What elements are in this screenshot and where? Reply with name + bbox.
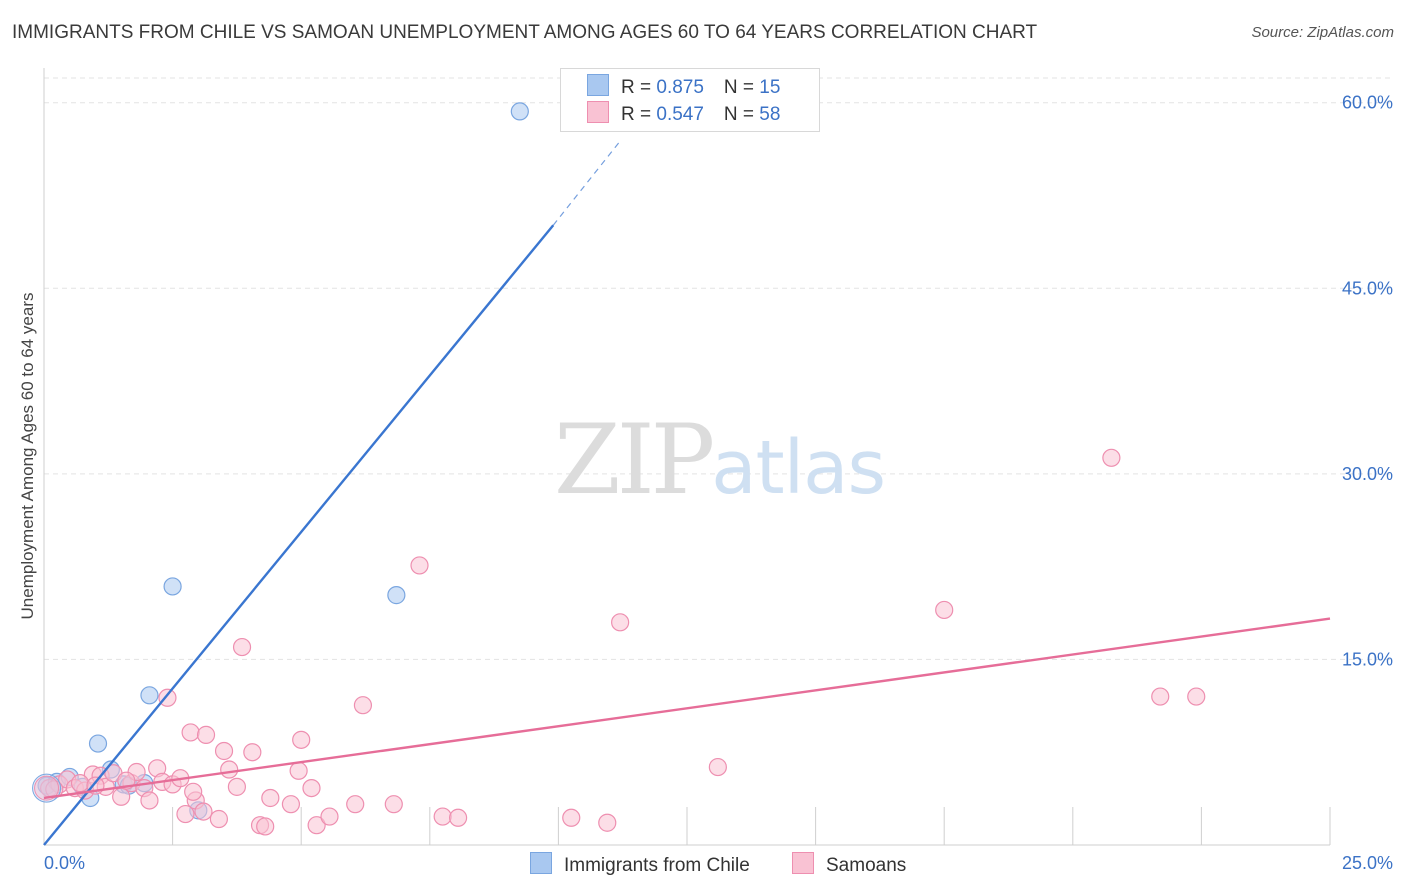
data-point-samoans: [214, 741, 234, 761]
legend-n-value-chile: 15: [759, 77, 781, 98]
y-tick-label: 30.0%: [1342, 464, 1393, 484]
x-tick-label-max: 25.0%: [1342, 853, 1393, 873]
data-point-chile: [140, 686, 159, 705]
data-point-samoans: [320, 807, 339, 826]
data-point-samoans: [353, 696, 373, 715]
legend-row-chile: R = 0.875 N = 15: [587, 74, 780, 100]
x-tick-label-min: 0.0%: [44, 853, 85, 873]
data-point-samoans: [292, 730, 311, 749]
data-point-samoans: [346, 795, 365, 814]
data-point-samoans: [598, 813, 617, 832]
bottom-legend-swatch-samoans: [792, 852, 814, 874]
data-point-chile: [163, 577, 182, 596]
bottom-legend-samoans: Samoans: [792, 852, 906, 877]
data-point-chile-cluster: [32, 773, 62, 803]
data-point-samoans: [384, 795, 403, 814]
data-point-samoans: [256, 817, 275, 836]
data-point-samoans: [1187, 687, 1206, 706]
legend-r-value-chile: 0.875: [656, 77, 704, 98]
data-point-chile: [387, 586, 406, 605]
data-point-samoans: [184, 782, 203, 801]
legend-n-value-samoans: 58: [759, 104, 781, 125]
data-point-chile: [88, 734, 108, 753]
data-point-samoans: [708, 757, 727, 777]
chart-title: IMMIGRANTS FROM CHILE VS SAMOAN UNEMPLOY…: [12, 22, 1038, 43]
y-tick-label: 15.0%: [1342, 649, 1393, 669]
data-point-samoans: [140, 791, 159, 810]
data-point-samoans: [302, 778, 321, 798]
data-point-samoans: [307, 816, 326, 835]
data-point-chile: [510, 102, 529, 121]
data-point-samoans: [281, 795, 301, 814]
data-point-samoans: [232, 637, 252, 657]
data-point-samoans: [410, 556, 429, 575]
data-point-samoans: [1151, 687, 1170, 706]
data-point-samoans: [209, 809, 228, 829]
bottom-legend-swatch-chile: [530, 852, 552, 874]
data-point-samoans-cluster: [34, 775, 60, 801]
y-tick-label: 45.0%: [1342, 278, 1393, 298]
y-tick-label: 60.0%: [1342, 93, 1393, 113]
data-point-samoans: [243, 743, 262, 762]
data-point-samoans: [289, 761, 308, 780]
data-point-samoans: [611, 613, 630, 632]
data-point-samoans: [181, 723, 200, 742]
data-point-samoans: [70, 774, 90, 793]
data-point-samoans: [220, 760, 239, 779]
correlation-legend: R = 0.875 N = 15 R = 0.547 N = 58: [560, 68, 820, 132]
data-point-samoans: [562, 808, 581, 827]
legend-row-samoans: R = 0.547 N = 58: [587, 101, 780, 127]
data-point-samoans: [227, 777, 246, 796]
y-axis-label: Unemployment Among Ages 60 to 64 years: [18, 292, 37, 620]
data-point-samoans: [194, 802, 213, 821]
data-point-samoans: [261, 788, 280, 808]
legend-r-value-samoans: 0.547: [656, 104, 704, 125]
trendline-chile: [43, 224, 555, 846]
data-point-samoans: [1102, 448, 1121, 467]
data-point-samoans: [196, 725, 216, 744]
bottom-legend-chile: Immigrants from Chile: [530, 852, 750, 877]
watermark: ZIPatlas: [554, 404, 886, 516]
data-point-samoans: [158, 688, 177, 707]
trendline-chile-extrapolated: [552, 140, 621, 226]
legend-swatch-samoans: [587, 101, 609, 123]
trendline-samoans: [43, 617, 1331, 800]
data-point-samoans: [935, 600, 954, 620]
legend-swatch-chile: [587, 74, 609, 96]
data-point-samoans: [448, 808, 468, 827]
data-point-samoans: [433, 807, 452, 826]
source-label: Source: ZipAtlas.com: [1251, 24, 1394, 41]
data-point-samoans: [176, 804, 195, 824]
